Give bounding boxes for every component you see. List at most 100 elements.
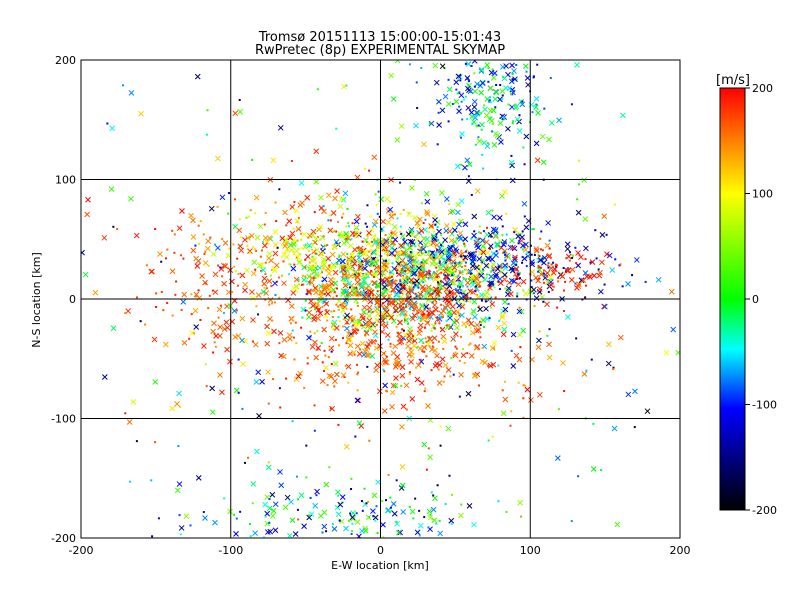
data-point — [512, 256, 518, 263]
data-point — [445, 425, 452, 432]
data-point — [519, 101, 526, 108]
data-point — [259, 378, 265, 385]
data-point — [306, 309, 313, 316]
data-point — [518, 114, 521, 117]
data-point — [437, 245, 443, 252]
data-point — [536, 63, 539, 66]
data-point — [509, 62, 515, 69]
data-point — [399, 423, 405, 430]
data-point — [493, 271, 499, 278]
data-point — [413, 179, 416, 182]
data-point — [469, 258, 476, 265]
data-point — [434, 352, 440, 359]
data-point — [440, 234, 443, 237]
data-point — [264, 510, 271, 517]
data-point — [355, 286, 358, 289]
data-point — [198, 242, 201, 245]
data-point — [434, 272, 441, 278]
data-point — [254, 268, 257, 271]
data-point — [374, 519, 377, 522]
data-point — [614, 258, 617, 261]
data-point — [497, 243, 500, 246]
data-point — [321, 263, 324, 266]
x-axis-ticks: -200 -100 0 100 200 — [69, 544, 691, 557]
data-point — [565, 314, 571, 321]
data-point — [436, 484, 439, 487]
data-point — [460, 352, 467, 359]
data-point — [501, 94, 504, 97]
data-point — [334, 338, 337, 341]
data-point — [455, 347, 458, 350]
data-point — [450, 221, 457, 228]
data-point — [282, 504, 289, 511]
data-point — [357, 245, 364, 252]
data-point — [437, 111, 440, 114]
data-point — [340, 258, 346, 265]
data-point — [128, 195, 134, 202]
data-point — [481, 153, 484, 156]
data-point — [419, 320, 422, 323]
data-point — [390, 96, 397, 102]
data-point — [405, 280, 408, 283]
data-point — [482, 106, 488, 113]
data-point — [405, 289, 412, 296]
data-point — [223, 319, 230, 326]
data-point — [457, 230, 464, 237]
data-point — [568, 276, 575, 283]
data-point — [166, 248, 169, 251]
data-point — [293, 263, 296, 266]
data-point — [330, 310, 333, 313]
data-point — [480, 249, 487, 256]
data-point — [504, 380, 507, 383]
data-point — [242, 281, 249, 288]
data-point — [337, 305, 340, 308]
data-point — [375, 297, 381, 303]
data-point — [583, 245, 589, 252]
data-point — [428, 311, 431, 314]
data-point — [399, 273, 402, 276]
data-point — [350, 487, 353, 490]
data-point — [525, 253, 531, 260]
data-point — [433, 258, 436, 261]
data-point — [663, 350, 670, 356]
data-point — [445, 250, 452, 256]
data-point — [544, 242, 551, 249]
data-point — [405, 266, 411, 273]
data-point — [292, 250, 295, 253]
data-point — [469, 113, 475, 120]
data-point — [406, 337, 412, 344]
data-point — [454, 345, 457, 348]
data-point — [400, 285, 403, 288]
data-point — [471, 98, 478, 105]
data-point — [313, 429, 316, 432]
data-point — [375, 261, 378, 264]
data-point — [419, 358, 422, 361]
data-point — [106, 122, 109, 125]
data-point — [465, 249, 468, 252]
data-point — [488, 118, 495, 124]
data-point — [428, 224, 434, 230]
data-point — [253, 379, 260, 385]
data-point — [367, 310, 370, 313]
data-point — [424, 387, 427, 390]
data-point — [344, 312, 350, 319]
data-point — [352, 324, 355, 327]
data-point — [205, 385, 208, 388]
data-point — [361, 509, 364, 512]
data-point — [281, 274, 284, 277]
data-point — [531, 286, 537, 293]
data-point — [515, 277, 518, 280]
data-point — [428, 307, 431, 310]
data-point — [174, 293, 177, 296]
data-point — [388, 72, 394, 79]
data-point — [343, 525, 349, 532]
data-point — [216, 205, 219, 208]
data-point — [475, 250, 478, 253]
data-point — [82, 271, 89, 278]
data-point — [307, 249, 310, 252]
data-point — [455, 209, 461, 216]
data-point — [337, 494, 340, 497]
data-point — [355, 274, 361, 281]
data-point — [351, 269, 358, 276]
data-point — [524, 386, 531, 393]
